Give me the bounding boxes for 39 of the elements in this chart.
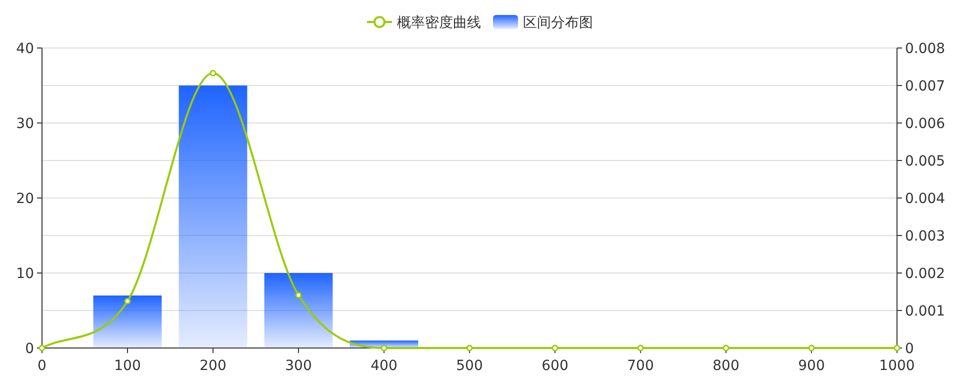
x-tick-label: 0 bbox=[38, 358, 46, 374]
bar bbox=[178, 86, 248, 348]
y-tick-label: 30 bbox=[16, 116, 34, 132]
x-tick-label: 600 bbox=[542, 358, 568, 374]
point bbox=[552, 344, 558, 352]
legend-label: 概率密度曲线 bbox=[397, 15, 481, 31]
y2-tick-label: 0.006 bbox=[905, 116, 946, 132]
y2-tick-label: 0 bbox=[905, 341, 914, 357]
bar bbox=[264, 273, 333, 348]
y-tick-label: 0 bbox=[25, 341, 34, 357]
point bbox=[380, 344, 388, 352]
x-tick-label: 1000 bbox=[879, 358, 915, 374]
point bbox=[722, 344, 730, 352]
legend-label: 区间分布图 bbox=[523, 15, 593, 31]
point bbox=[210, 70, 216, 76]
point bbox=[466, 344, 473, 352]
point bbox=[637, 344, 644, 352]
x-tick-label: 100 bbox=[114, 358, 141, 374]
point bbox=[295, 292, 302, 298]
x-tick-label: 500 bbox=[456, 358, 483, 374]
y-tick-label: 40 bbox=[16, 41, 34, 57]
bar bbox=[93, 296, 162, 348]
y-tick-label: 20 bbox=[16, 191, 34, 207]
point bbox=[808, 344, 815, 352]
y2-tick-label: 0.002 bbox=[905, 266, 946, 282]
x-tick-label: 700 bbox=[627, 358, 654, 374]
y2-tick-label: 0.005 bbox=[905, 154, 946, 170]
y2-tick-label: 0.004 bbox=[905, 191, 946, 207]
y2-tick-label: 0.001 bbox=[905, 304, 946, 320]
y2-tick-label: 0.008 bbox=[905, 41, 946, 57]
y2-tick-label: 0.007 bbox=[905, 78, 946, 94]
x-tick-label: 800 bbox=[712, 358, 740, 374]
x-tick-label: 300 bbox=[285, 358, 312, 374]
y2-tick-label: 0.003 bbox=[905, 228, 946, 244]
x-tick-label: 200 bbox=[200, 358, 226, 374]
x-tick-label: 900 bbox=[798, 358, 825, 374]
y-tick-label: 10 bbox=[16, 266, 34, 282]
x-tick-label: 400 bbox=[370, 358, 398, 374]
point bbox=[124, 298, 131, 304]
